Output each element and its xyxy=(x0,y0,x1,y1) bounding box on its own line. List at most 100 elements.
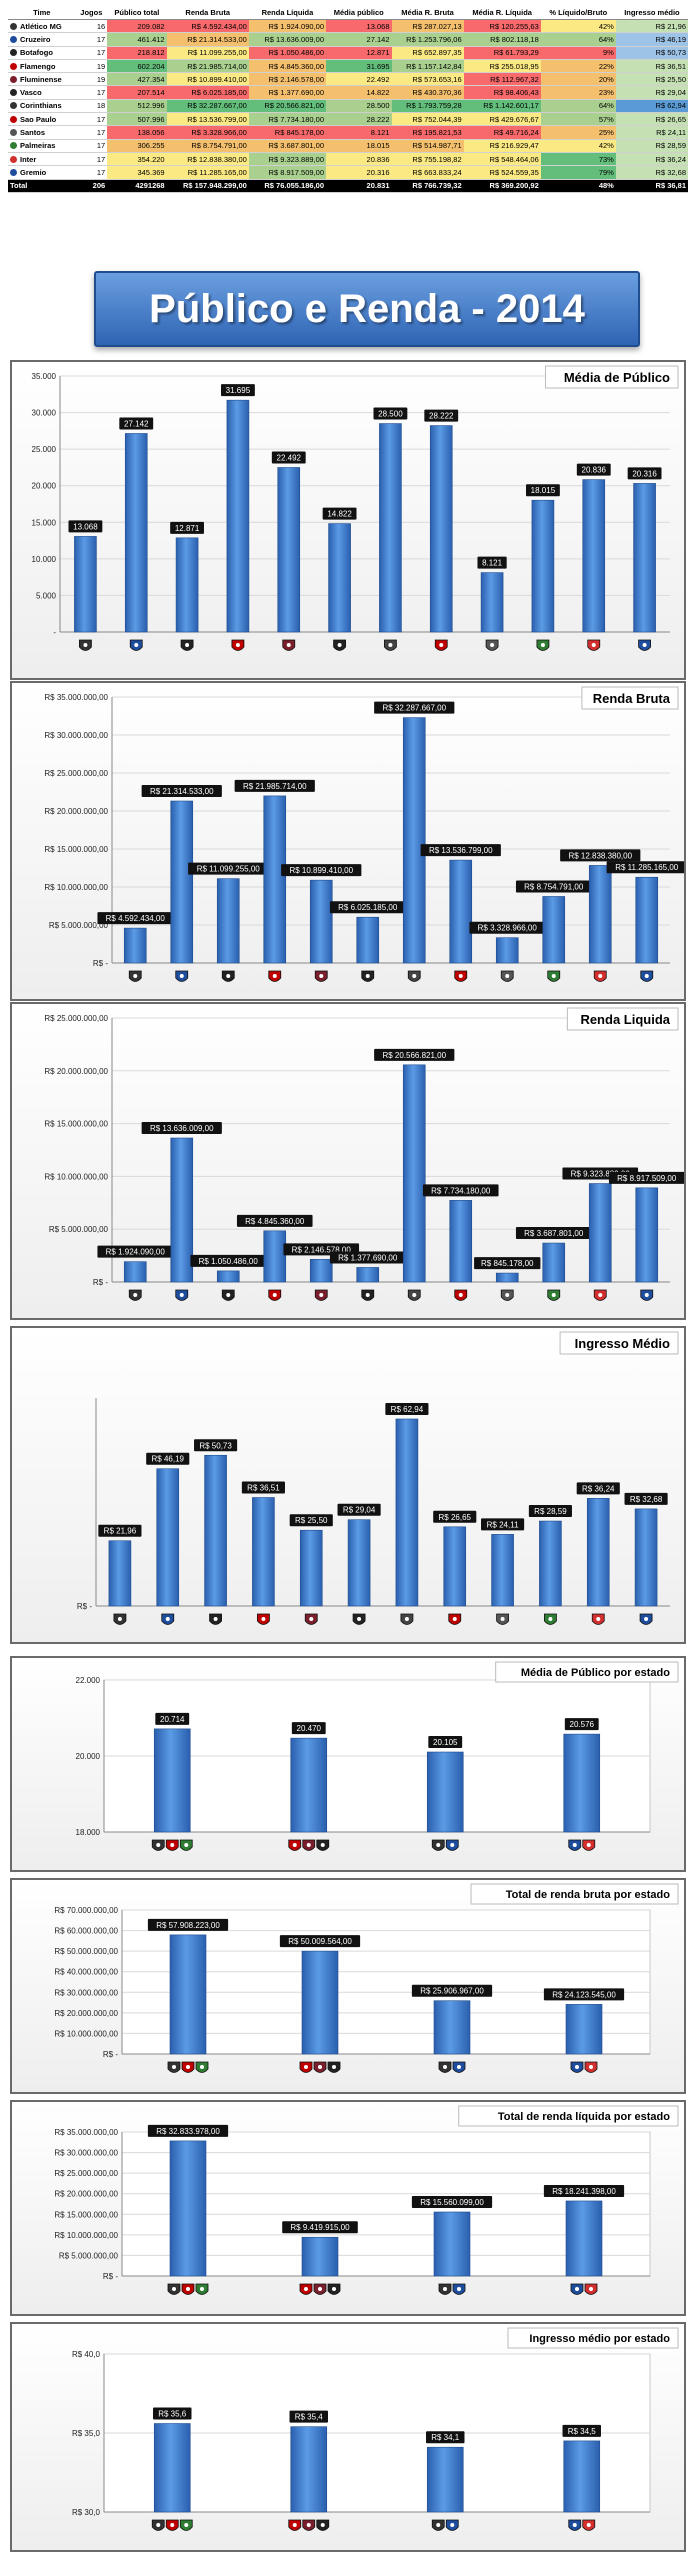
data-label: R$ 3.328.966,00 xyxy=(478,924,538,933)
team-crest-icon xyxy=(361,970,375,982)
data-label-box xyxy=(606,861,684,874)
team-cell: Corinthians xyxy=(8,99,76,114)
column-header: Média R. Líquida xyxy=(463,6,541,20)
team-crest-icon xyxy=(431,1839,459,1851)
team-cell: Vasco xyxy=(8,85,76,100)
bar-fluminense xyxy=(309,879,333,964)
data-label: R$ 21.314.533,00 xyxy=(150,787,214,796)
chart-ingresso-estado: R$ 30,0 R$ 35,0 R$ 40,0 Ingresso médio por … xyxy=(10,2322,686,2552)
y-tick-label: R$ 20.000.000,00 xyxy=(44,807,108,816)
data-label-box xyxy=(576,1482,620,1495)
bar-mg xyxy=(426,2446,464,2513)
y-tick-label: R$ 10.000.000,00 xyxy=(54,2029,118,2038)
data-label-box xyxy=(624,1492,668,1505)
table-row: Sao Paulo 17 507.996 R$ 13.536.799,00 R$ 7.7… xyxy=(8,112,688,127)
data-label: R$ 35,6 xyxy=(158,2410,187,2419)
team-cell: Flamengo xyxy=(8,59,76,74)
bar-inter xyxy=(586,1498,610,1607)
bar-vasco xyxy=(356,1267,380,1283)
bar-corinthians xyxy=(402,1064,426,1283)
pct-cell: 42% xyxy=(540,19,616,34)
page-banner: Público e Renda - 2014 xyxy=(94,271,640,347)
data-label-box xyxy=(234,779,315,792)
team-name: Flamengo xyxy=(20,61,56,71)
team-crest-icon xyxy=(10,129,17,137)
team-crest-icon xyxy=(299,2283,341,2295)
y-tick-label: R$ 35.000.000,00 xyxy=(54,2128,118,2137)
publico-cell: 602.204 xyxy=(107,59,167,74)
column-header: Renda Bruta xyxy=(166,6,249,20)
total-jogos-cell: 206 xyxy=(75,179,108,193)
games-cell: 17 xyxy=(75,46,108,60)
pct-cell: 42% xyxy=(540,139,616,153)
team-crest-icon xyxy=(10,75,17,83)
team-cell: Fluminense xyxy=(8,72,76,87)
team-cell: Inter xyxy=(8,152,76,167)
column-header: Ingresso médio xyxy=(615,6,688,20)
team-crest-icon xyxy=(288,1839,330,1851)
data-label-box xyxy=(153,2407,192,2420)
bar-botafogo xyxy=(175,537,199,633)
data-label-box xyxy=(543,2184,625,2197)
data-label: R$ 20.566.821,00 xyxy=(382,1051,446,1060)
table-row: Atlético MG 16 209.082 R$ 4.592.434,00 R$ 1.… xyxy=(8,19,688,34)
total-bruta-cell: R$ 157.948.299,00 xyxy=(166,179,249,193)
data-label-box xyxy=(477,556,507,569)
data-label-box xyxy=(170,521,205,534)
data-label-box xyxy=(608,1171,684,1184)
bruta-cell: R$ 21.314.533,00 xyxy=(166,32,249,47)
team-name: Sao Paulo xyxy=(20,114,57,124)
chart-svg: R$ - Ingresso Médio R$ 21,96 R$ 46,19 R$ 50,… xyxy=(77,1331,679,1625)
media-bruta-cell: R$ 1.253.796,06 xyxy=(391,32,464,47)
team-name: Palmeiras xyxy=(20,141,56,151)
data-label: R$ 50,73 xyxy=(199,1441,232,1450)
team-crest-icon xyxy=(129,639,143,651)
bar-atl-tico-mg xyxy=(123,927,147,964)
data-label: 22.492 xyxy=(277,453,302,462)
y-tick-label: R$ 30.000.000,00 xyxy=(44,731,108,740)
bar-palmeiras xyxy=(542,1242,566,1283)
media-publico-cell: 28.222 xyxy=(326,112,392,127)
team-crest-icon xyxy=(454,970,468,982)
team-crest-icon xyxy=(570,2061,598,2073)
team-crest-icon xyxy=(151,2519,193,2531)
team-crest-icon xyxy=(209,1613,222,1625)
y-tick-label: R$ - xyxy=(77,1602,92,1611)
team-crest-icon xyxy=(438,2061,466,2073)
data-label-box xyxy=(289,1514,333,1527)
team-crest-icon xyxy=(547,970,561,982)
bar-vasco xyxy=(347,1519,371,1607)
games-cell: 19 xyxy=(75,59,108,74)
data-label-box xyxy=(194,1439,238,1452)
games-cell: 16 xyxy=(75,19,108,34)
data-label-box xyxy=(433,1510,477,1523)
chart-title-box xyxy=(566,1007,679,1031)
media-liquida-cell: R$ 61.793,29 xyxy=(463,46,541,60)
table-row: Cruzeiro 17 461.412 R$ 21.314.533,00 R$ 13.6… xyxy=(8,32,688,47)
team-crest-icon xyxy=(638,639,651,651)
bar-vasco xyxy=(356,916,380,964)
bar-botafogo xyxy=(204,1454,227,1607)
data-label: R$ 36,24 xyxy=(582,1484,615,1493)
bar-cruzeiro xyxy=(156,1468,180,1607)
data-label-box xyxy=(146,1452,190,1465)
team-crest-icon xyxy=(587,639,601,651)
publico-cell: 345.369 xyxy=(107,165,167,180)
y-tick-label: R$ 10.000.000,00 xyxy=(54,2231,118,2240)
team-crest-icon xyxy=(454,1289,468,1301)
chart-publico-estado: 18.000 20.000 22.000 Média de Público por e… xyxy=(10,1656,686,1872)
team-crest-icon xyxy=(314,970,328,982)
data-label: R$ 12.838.380,00 xyxy=(568,851,632,860)
bar-flamengo xyxy=(263,1230,287,1283)
team-cell: Gremio xyxy=(8,165,76,180)
bruta-cell: R$ 21.985.714,00 xyxy=(166,59,249,74)
data-label: R$ 2.146.578,00 xyxy=(292,1245,352,1254)
team-name: Santos xyxy=(20,128,46,138)
media-bruta-cell: R$ 1.793.759,28 xyxy=(391,99,464,114)
data-label-box xyxy=(279,1935,361,1948)
y-tick-label: 5.000 xyxy=(36,591,57,600)
ingresso-cell: R$ 25,50 xyxy=(615,72,688,87)
media-publico-cell: 14.822 xyxy=(326,85,392,100)
media-liquida-cell: R$ 112.967,32 xyxy=(463,72,541,87)
bar-vasco xyxy=(328,523,351,633)
